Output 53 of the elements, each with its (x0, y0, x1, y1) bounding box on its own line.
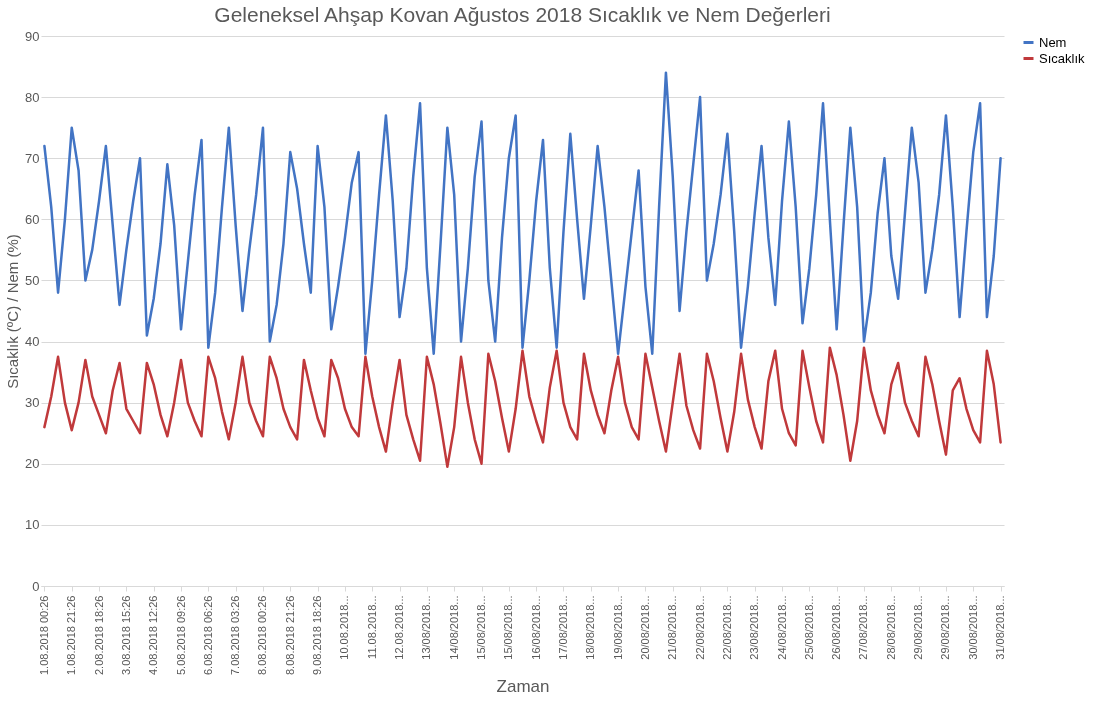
x-tick-label: 8.08.2018 21:26 (283, 595, 296, 676)
x-tick-label: 17/08/2018... (556, 595, 569, 660)
y-tick-label: 70 (25, 150, 40, 166)
x-tick-label: 2.08.2018 18:26 (92, 595, 105, 676)
x-tick-label: 1.08.2018 00:26 (37, 595, 50, 676)
x-tick-label: 22/08/2018... (693, 595, 706, 660)
x-tick-label: 6.08.2018 06:26 (201, 595, 214, 676)
x-tick-label: 29/08/2018... (912, 595, 925, 660)
y-tick-label: 20 (25, 456, 40, 472)
x-tick-label: 11.08.2018... (365, 595, 378, 659)
x-tick-label: 19/08/2018... (611, 595, 624, 660)
x-tick-label: 4.08.2018 12:26 (147, 595, 160, 676)
legend-label: Nem (1039, 34, 1067, 50)
x-tick-label: 12.08.2018... (393, 595, 406, 660)
y-tick-label: 30 (25, 395, 40, 411)
x-axis-title: Zaman (496, 677, 550, 697)
x-tick-label: 13/08/2018... (420, 595, 433, 660)
x-tick-label: 27/08/2018... (857, 595, 870, 660)
x-tick-label: 1.08.2018 21:26 (65, 595, 78, 676)
x-tick-label: 14/08/2018... (447, 595, 460, 660)
x-tick-label: 25/08/2018... (802, 595, 815, 660)
x-tick-label: 23/08/2018... (748, 595, 761, 660)
y-tick-label: 10 (25, 517, 40, 533)
x-tick-label: 15/08/2018... (502, 595, 515, 660)
x-tick-label: 20/08/2018... (638, 595, 651, 660)
x-tick-label: 9.08.2018 18:26 (311, 595, 324, 676)
x-tick-label: 21/08/2018... (666, 595, 679, 660)
y-axis-title: Sıcaklık (ºC) / Nem (%) (4, 234, 22, 389)
x-tick-label: 24/08/2018... (775, 595, 788, 660)
x-tick-label: 28/08/2018... (884, 595, 897, 660)
y-tick-label: 60 (25, 211, 40, 227)
x-tick-label: 15/08/2018... (475, 595, 488, 660)
x-tick-label: 16/08/2018... (529, 595, 542, 660)
y-tick-label: 50 (25, 272, 40, 288)
x-tick-label: 29/08/2018... (939, 595, 952, 660)
x-tick-label: 8.08.2018 00:26 (256, 595, 269, 676)
x-tick-label: 31/08/2018... (994, 595, 1007, 660)
x-tick-label: 18/08/2018... (584, 595, 597, 660)
y-tick-label: 80 (25, 89, 40, 105)
y-tick-label: 0 (32, 578, 40, 594)
x-tick-label: 3.08.2018 15:26 (119, 595, 132, 676)
x-tick-label: 22/08/2018... (720, 595, 733, 660)
x-tick-label: 30/08/2018... (966, 595, 979, 660)
chart-title: Geleneksel Ahşap Kovan Ağustos 2018 Sıcaklık ve Nem Değerleri (214, 3, 831, 26)
x-tick-label: 5.08.2018 09:26 (174, 595, 187, 676)
line-series (43, 346, 1002, 469)
x-tick-label: 10.08.2018... (338, 595, 351, 660)
legend-label: Sıcaklık (1039, 50, 1086, 66)
y-tick-label: 40 (25, 334, 40, 350)
line-series (43, 71, 1002, 356)
y-tick-label: 90 (25, 28, 40, 44)
x-tick-label: 26/08/2018... (830, 595, 843, 660)
x-tick-label: 7.08.2018 03:26 (229, 595, 242, 676)
